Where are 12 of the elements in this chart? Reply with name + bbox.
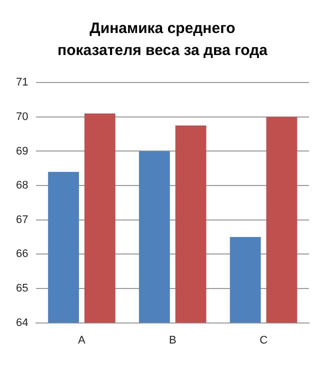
x-tick-label: B — [168, 334, 176, 346]
chart-title: Динамика среднего показателя веса за два года — [56, 19, 268, 61]
y-tick-label: 70 — [16, 110, 28, 123]
y-tick-label: 69 — [16, 145, 28, 158]
y-tick-label: 68 — [16, 180, 28, 192]
y-tick-label: 64 — [16, 316, 28, 329]
y-tick-label: 65 — [16, 282, 28, 295]
x-tick-label: C — [260, 334, 268, 346]
y-tick-label: 67 — [16, 214, 28, 226]
x-tick-label: A — [78, 334, 86, 346]
y-tick-label: 66 — [16, 248, 28, 260]
y-tick-label: 71 — [16, 76, 28, 89]
